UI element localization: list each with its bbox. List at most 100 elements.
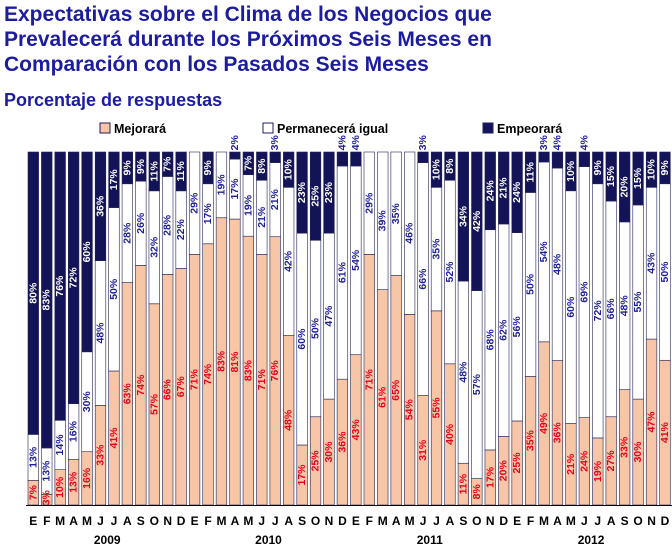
data-label-permanecera-igual-18: 21%	[256, 206, 268, 228]
data-label-mejorara-45: 33%	[619, 436, 631, 458]
x-tick-label-1: E	[29, 514, 37, 528]
data-label-empeorara-21: 23%	[296, 181, 308, 203]
data-label-empeorara-35: 24%	[484, 180, 496, 202]
bar-empeorara-44	[605, 151, 617, 202]
bar-empeorara-21	[296, 151, 308, 234]
data-label-mejorara-29: 54%	[404, 399, 416, 421]
data-label-permanecera-igual-32: 52%	[444, 261, 456, 283]
data-label-empeorara-32: 8%	[444, 158, 456, 174]
data-label-permanecera-igual-33: 48%	[457, 361, 469, 383]
data-label-mejorara-40: 36%	[551, 422, 563, 444]
bar-empeorara-35	[484, 151, 496, 231]
data-label-permanecera-igual-9: 26%	[135, 212, 147, 234]
bar-empeorara-25	[350, 151, 362, 167]
data-label-mejorara-14: 74%	[202, 363, 214, 385]
data-label-permanecera-igual-45: 48%	[619, 295, 631, 317]
data-label-empeorara-14: 9%	[202, 160, 214, 176]
bar-empeorara-8	[121, 151, 133, 185]
bar-empeorara-30	[417, 151, 429, 163]
data-label-permanecera-igual-5: 30%	[81, 391, 93, 413]
x-tick-label-18: J	[258, 514, 265, 528]
bar-empeorara-1	[27, 151, 39, 435]
x-tick-label-8: A	[123, 514, 132, 528]
data-label-mejorara-44: 27%	[605, 450, 617, 472]
bar-permanecera-igual-27	[377, 151, 389, 290]
data-label-mejorara-16: 81%	[229, 351, 241, 373]
data-label-empeorara-3: 76%	[54, 275, 66, 297]
data-label-permanecera-igual-23: 47%	[323, 305, 335, 327]
data-label-mejorara-26: 71%	[363, 369, 375, 391]
data-label-empeorara-23: 23%	[323, 181, 335, 203]
bar-empeorara-17	[242, 151, 254, 175]
data-label-mejorara-38: 35%	[525, 429, 537, 451]
data-label-permanecera-igual-21: 60%	[296, 328, 308, 350]
data-label-empeorara-31: 10%	[431, 158, 443, 180]
data-label-empeorara-39: 3%	[538, 135, 550, 151]
data-label-permanecera-igual-30: 66%	[417, 268, 429, 290]
year-label-2011: 2011	[417, 533, 443, 547]
data-label-permanecera-igual-44: 66%	[605, 298, 617, 320]
chart-title: Expectativas sobre el Clima de los Negoc…	[4, 3, 492, 76]
bar-permanecera-igual-13	[188, 151, 201, 255]
x-tick-label-26: F	[366, 514, 373, 528]
x-tick-label-36: D	[499, 514, 508, 528]
x-tick-label-33: S	[459, 514, 467, 528]
data-label-mejorara-41: 21%	[565, 453, 577, 475]
bar-empeorara-16	[229, 151, 241, 160]
data-label-mejorara-32: 40%	[444, 423, 456, 445]
bar-empeorara-37	[511, 151, 523, 233]
data-label-mejorara-25: 43%	[350, 419, 362, 441]
data-label-empeorara-20: 10%	[283, 158, 295, 180]
x-tick-label-22: O	[311, 514, 320, 528]
x-tick-label-32: A	[446, 514, 455, 528]
data-label-permanecera-igual-46: 55%	[632, 291, 644, 313]
data-label-permanecera-igual-25: 54%	[350, 249, 362, 271]
data-label-permanecera-igual-22: 50%	[310, 317, 322, 339]
x-tick-label-45: S	[621, 514, 629, 528]
bar-empeorara-36	[498, 151, 510, 225]
year-label-2012: 2012	[578, 533, 605, 547]
data-label-empeorara-6: 36%	[95, 195, 107, 217]
bar-empeorara-14	[202, 151, 214, 185]
x-tick-label-42: J	[581, 514, 588, 528]
bar-empeorara-46	[632, 151, 644, 206]
data-label-mejorara-13: 71%	[189, 369, 201, 391]
data-label-empeorara-37: 24%	[511, 181, 523, 203]
x-tick-label-43: J	[594, 514, 601, 528]
x-tick-label-40: A	[553, 514, 562, 528]
data-label-permanecera-igual-41: 60%	[565, 296, 577, 318]
data-label-empeorara-48: 9%	[659, 160, 671, 176]
data-label-empeorara-5: 60%	[81, 241, 93, 263]
bar-empeorara-24	[336, 151, 349, 167]
bar-empeorara-20	[283, 151, 295, 188]
data-label-empeorara-34: 42%	[471, 210, 483, 232]
data-label-mejorara-19: 76%	[269, 360, 281, 382]
x-tick-label-38: F	[527, 514, 534, 528]
data-label-mejorara-22: 25%	[310, 450, 322, 472]
data-label-permanecera-igual-47: 43%	[646, 252, 658, 274]
data-label-mejorara-10: 57%	[148, 393, 160, 415]
data-label-empeorara-25: 4%	[350, 135, 362, 151]
data-label-empeorara-46: 15%	[632, 167, 644, 189]
data-label-empeorara-24: 4%	[336, 135, 348, 151]
bar-empeorara-4	[68, 151, 80, 404]
data-label-permanecera-igual-36: 62%	[498, 319, 510, 341]
data-label-permanecera-igual-3: 14%	[54, 434, 66, 456]
bar-empeorara-32	[444, 151, 456, 181]
legend-swatch-permanecera-igual	[262, 122, 274, 134]
data-label-empeorara-44: 15%	[605, 165, 617, 187]
data-label-mejorara-1: 7%	[27, 484, 39, 500]
data-label-permanecera-igual-27: 39%	[377, 210, 389, 232]
data-label-permanecera-igual-16: 17%	[229, 178, 241, 200]
data-label-mejorara-48: 41%	[659, 421, 671, 443]
data-label-mejorara-6: 33%	[95, 444, 107, 466]
year-label-2009: 2009	[94, 533, 121, 547]
x-tick-label-4: A	[69, 514, 78, 528]
data-label-mejorara-34: 8%	[471, 484, 483, 500]
bar-empeorara-41	[565, 151, 577, 192]
x-tick-label-5: M	[82, 514, 92, 528]
bar-empeorara-38	[524, 151, 537, 193]
bar-permanecera-igual-15	[215, 151, 228, 219]
data-label-permanecera-igual-10: 32%	[148, 236, 160, 258]
data-label-empeorara-1: 80%	[27, 282, 39, 304]
